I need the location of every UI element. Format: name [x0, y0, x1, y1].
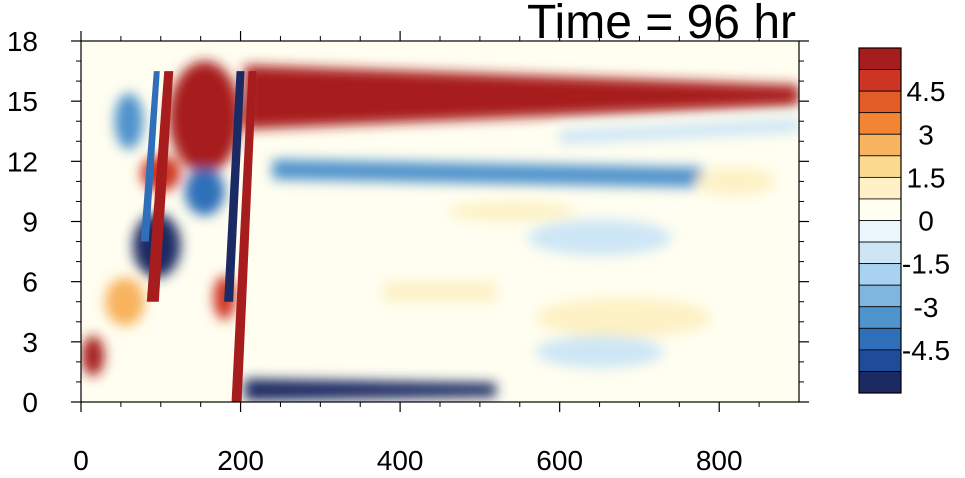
x-axis: 0 200 400 600 800 — [73, 31, 760, 476]
y-tick-label: 6 — [22, 267, 38, 298]
y-tick-label: 3 — [22, 327, 38, 358]
y-tick-label: 18 — [7, 26, 38, 57]
x-tick-label: 200 — [217, 445, 264, 473]
field-feature — [527, 219, 672, 256]
colorbar-bin — [858, 155, 902, 178]
field-feature — [184, 167, 225, 216]
colorbar-bin — [858, 284, 902, 308]
field-feature — [447, 201, 576, 222]
x-tick-label: 0 — [73, 445, 89, 473]
colorbar-bin — [858, 220, 902, 243]
colorbar-bin — [858, 241, 902, 265]
plot-area — [81, 41, 799, 402]
field-feature — [272, 159, 704, 188]
front-feature — [140, 71, 160, 242]
field-feature — [244, 378, 496, 401]
field-feature — [81, 335, 105, 376]
field-feature — [695, 167, 776, 196]
y-axis: 0 3 6 9 12 15 18 — [7, 26, 809, 418]
front-feature — [146, 71, 174, 302]
colorbar-tick-label: -3 — [914, 292, 939, 323]
y-tick-label: 0 — [22, 387, 38, 418]
colorbar-bin — [858, 47, 902, 70]
colorbar-tick-label: 4.5 — [907, 76, 946, 107]
colorbar-bin — [858, 176, 902, 200]
colorbar-tick-label: -1.5 — [902, 249, 950, 280]
field-feature — [168, 61, 241, 174]
field-feature — [384, 281, 496, 302]
front-feature — [224, 71, 245, 302]
field-feature — [114, 93, 144, 150]
field-feature — [535, 335, 664, 368]
x-tick-label: 600 — [536, 445, 583, 473]
colorbar-bin — [858, 263, 902, 286]
field-feature — [244, 65, 799, 130]
colorbar-frame — [858, 47, 902, 394]
x-tick-label: 400 — [377, 445, 424, 473]
field-feature — [559, 118, 799, 145]
y-tick-label: 15 — [7, 86, 38, 117]
colorbar-bin — [858, 306, 902, 329]
y-tick-label: 12 — [7, 146, 38, 177]
field-feature — [535, 297, 712, 338]
colorbar-bin — [858, 133, 902, 157]
colorbar: 4.5 3 1.5 0 -1.5 -3 -4.5 — [858, 47, 950, 394]
field-layer — [81, 61, 799, 401]
colorbar-bin — [858, 349, 902, 372]
front-feature — [231, 71, 257, 402]
colorbar-tick-label: -4.5 — [902, 335, 950, 366]
colorbar-tick-label: 0 — [918, 206, 934, 237]
colorbar-tick-label: 3 — [918, 119, 934, 150]
colorbar-bin — [858, 198, 902, 221]
colorbar-bin — [858, 112, 902, 135]
colorbar-tick-label: 1.5 — [907, 162, 946, 193]
front-layer — [140, 71, 257, 402]
x-tick-label: 800 — [696, 445, 743, 473]
colorbar-bin — [858, 371, 902, 394]
colorbar-bin — [858, 327, 902, 351]
colorbar-bin — [858, 69, 902, 92]
field-feature — [104, 277, 145, 326]
colorbar-bin — [858, 90, 902, 114]
y-tick-label: 9 — [22, 207, 38, 238]
